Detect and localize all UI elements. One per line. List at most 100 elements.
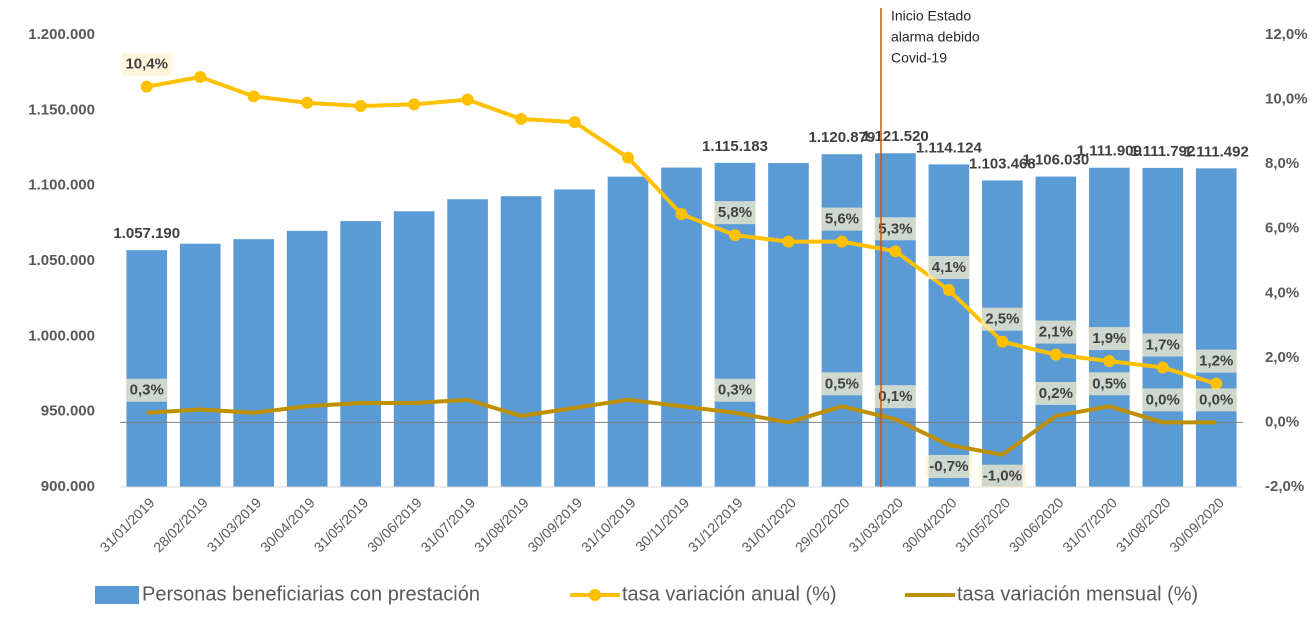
- annotation-text: Covid-19: [891, 50, 947, 66]
- line-marker: [408, 98, 421, 111]
- data-label: 2,5%: [985, 311, 1019, 328]
- line-marker: [728, 229, 741, 242]
- bar: [393, 211, 435, 487]
- x-tick-label: 31/12/2019: [685, 494, 746, 555]
- data-label-bg: [1141, 388, 1184, 412]
- bar: [126, 250, 168, 487]
- data-label-bg: [713, 201, 757, 225]
- bar: [179, 243, 221, 487]
- data-label-bg: [1034, 381, 1077, 405]
- y-tick-label: 1.050.000: [28, 252, 95, 269]
- line-marker: [301, 96, 314, 109]
- line-series: [146, 397, 1217, 457]
- y2-tick-label: 0,0%: [1265, 413, 1299, 430]
- legend-label: tasa variación anual (%): [622, 583, 837, 605]
- data-label: 1.120.879: [809, 129, 876, 146]
- line-marker: [622, 151, 635, 164]
- legend-label: tasa variación mensual (%): [957, 583, 1198, 605]
- x-tick-label: 31/05/2019: [311, 494, 372, 555]
- x-tick-label: 30/11/2019: [632, 494, 692, 554]
- data-label-bg: [1034, 320, 1077, 344]
- data-label: 1.114.124: [916, 139, 983, 156]
- line-marker: [1049, 348, 1062, 361]
- line-marker: [889, 245, 902, 258]
- x-tick-label: 29/02/2020: [792, 494, 853, 555]
- data-label: 0,0%: [1146, 391, 1180, 408]
- data-label-bg: [713, 378, 757, 402]
- bar: [1142, 167, 1184, 487]
- y2-tick-label: 12,0%: [1265, 26, 1308, 43]
- y-tick-label: 1.150.000: [28, 101, 95, 118]
- y-tick-label: 1.200.000: [28, 26, 95, 43]
- data-label-bg: [925, 454, 973, 478]
- data-label-bg: [121, 52, 173, 76]
- bar: [233, 239, 275, 487]
- data-label: 0,2%: [1039, 385, 1073, 402]
- x-tick-label: 31/05/2020: [952, 494, 1013, 555]
- line-marker: [942, 284, 955, 297]
- data-label-bg: [1088, 372, 1131, 396]
- y-tick-label: 900.000: [41, 478, 95, 495]
- x-tick-label: 30/04/2020: [899, 494, 960, 555]
- line-marker: [1103, 355, 1116, 368]
- data-label: 4,1%: [932, 259, 966, 276]
- y2-tick-label: 2,0%: [1265, 349, 1299, 366]
- x-tick-label: 31/08/2019: [471, 494, 532, 555]
- data-label-bg: [820, 372, 864, 396]
- data-label: 1.111.492: [1184, 143, 1249, 160]
- bar: [500, 196, 542, 488]
- legend-label: Personas beneficiarias con prestación: [142, 583, 480, 605]
- bar: [607, 176, 649, 488]
- bar: [928, 164, 970, 487]
- line-marker: [782, 235, 795, 248]
- data-label: 5,6%: [825, 211, 859, 228]
- data-label-bg: [978, 464, 1026, 488]
- y-tick-label: 950.000: [41, 403, 95, 420]
- bar: [447, 199, 488, 487]
- line-marker: [835, 235, 848, 248]
- bar: [340, 221, 381, 487]
- data-label: 1.121.520: [862, 128, 929, 145]
- data-label-bg: [1141, 333, 1184, 357]
- bar: [286, 230, 328, 487]
- data-label: 0,3%: [718, 382, 752, 399]
- x-tick-label: 30/09/2020: [1166, 494, 1227, 555]
- x-tick-label: 31/07/2019: [417, 494, 478, 555]
- data-label: 2,1%: [1039, 324, 1073, 341]
- line-marker: [140, 80, 153, 93]
- y2-tick-label: 8,0%: [1265, 155, 1299, 172]
- data-label-bg: [1088, 327, 1131, 351]
- x-tick-label: 30/06/2019: [364, 494, 425, 555]
- data-label-bg: [874, 217, 917, 241]
- data-label-bg: [820, 207, 864, 231]
- data-label-bg: [1195, 349, 1238, 373]
- data-label-bg: [125, 378, 168, 402]
- x-tick-label: 31/10/2019: [578, 494, 639, 555]
- x-tick-label: 30/04/2019: [257, 494, 318, 555]
- data-label: 1.111.909: [1077, 143, 1142, 160]
- data-label: 5,3%: [878, 220, 912, 237]
- data-label: 10,4%: [125, 56, 168, 73]
- data-label: 1.111.792: [1130, 143, 1195, 160]
- x-tick-label: 30/09/2019: [524, 494, 585, 555]
- x-tick-label: 30/06/2020: [1006, 494, 1067, 555]
- data-label: 5,8%: [718, 204, 752, 221]
- data-label: 0,1%: [878, 388, 912, 405]
- x-tick-label: 28/02/2019: [150, 494, 211, 555]
- data-label-bg: [927, 256, 970, 280]
- y2-tick-label: 4,0%: [1265, 284, 1299, 301]
- x-tick-label: 31/01/2020: [738, 494, 799, 555]
- x-tick-label: 31/03/2019: [204, 494, 265, 555]
- data-label: 1.057.190: [113, 225, 180, 242]
- annotation-text: alarma debido: [891, 29, 980, 45]
- annotation-text: Inicio Estado: [891, 8, 971, 24]
- data-label-bg: [981, 307, 1024, 331]
- y-tick-label: 1.000.000: [28, 327, 95, 344]
- line-marker: [515, 112, 528, 125]
- data-label: 1,7%: [1146, 337, 1180, 354]
- y2-tick-label: -2,0%: [1265, 478, 1304, 495]
- x-tick-label: 31/03/2020: [845, 494, 906, 555]
- line-marker: [194, 70, 207, 83]
- data-label: 1,9%: [1092, 330, 1126, 347]
- line-marker: [568, 116, 581, 129]
